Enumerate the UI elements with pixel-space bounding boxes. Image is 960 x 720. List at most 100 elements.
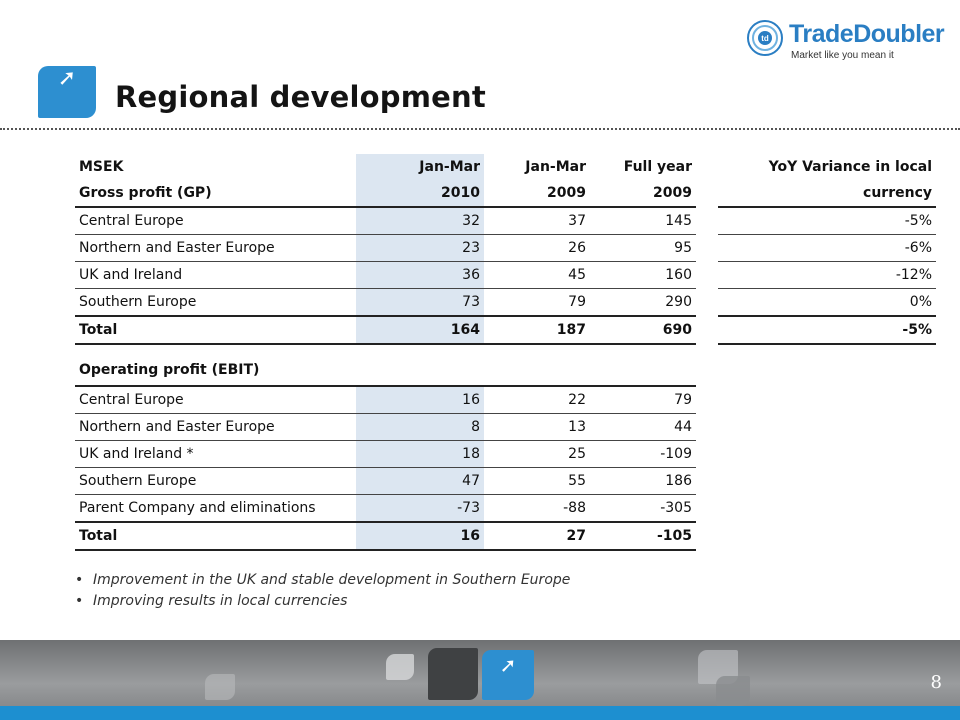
decorative-tile <box>428 648 478 700</box>
cell-value: 16 <box>356 386 484 414</box>
table-header-cell: 2009 <box>484 180 590 208</box>
table-row: Central Europe 16 22 79 <box>75 386 696 414</box>
table-header-cell: YoY Variance in local <box>768 159 932 175</box>
row-label: UK and Ireland * <box>75 440 356 468</box>
bullet-item: Improving results in local currencies <box>75 591 570 612</box>
table-row: -6% <box>718 234 936 262</box>
divider <box>0 128 960 130</box>
table-header-cell: Jan-Mar <box>356 154 484 180</box>
table-header-cell: 2009 <box>590 180 696 208</box>
bullet-item: Improvement in the UK and stable develop… <box>75 570 570 591</box>
decorative-tile <box>205 674 235 700</box>
cell-value: 25 <box>484 440 590 468</box>
table-row: -5% <box>718 207 936 235</box>
cell-value: 16 <box>356 522 484 551</box>
cell-value: -105 <box>590 522 696 551</box>
row-label: Northern and Easter Europe <box>75 413 356 441</box>
cell-value: 36 <box>356 261 484 289</box>
cell-value: 79 <box>590 386 696 414</box>
logo-brand: TradeDoubler <box>789 20 945 48</box>
cell-value: 13 <box>484 413 590 441</box>
table-row: 0% <box>718 288 936 317</box>
table-row: Northern and Easter Europe 23 26 95 <box>75 234 696 262</box>
table-row: Central Europe 32 37 145 <box>75 207 696 235</box>
cell-value: 45 <box>484 261 590 289</box>
cell-value: 27 <box>484 522 590 551</box>
logo-mark-icon: td <box>747 20 783 56</box>
table-header-cell <box>484 355 590 387</box>
cell-value: 47 <box>356 467 484 495</box>
table-header-cell: Operating profit (EBIT) <box>75 355 356 387</box>
table-row: UK and Ireland * 18 25 -109 <box>75 440 696 468</box>
cell-value: 0% <box>718 288 936 317</box>
total-row: Total 16 27 -105 <box>75 522 696 551</box>
row-label: UK and Ireland <box>75 261 356 289</box>
cell-value: 160 <box>590 261 696 289</box>
cell-value: -73 <box>356 494 484 523</box>
cell-value: 37 <box>484 207 590 235</box>
logo-tagline: Market like you mean it <box>791 50 894 61</box>
row-label: Central Europe <box>75 207 356 235</box>
cell-value: 22 <box>484 386 590 414</box>
logo-badge: td <box>761 34 769 43</box>
decorative-tile: ➚ <box>482 650 534 700</box>
table-row: Northern and Easter Europe 8 13 44 <box>75 413 696 441</box>
cell-value: -305 <box>590 494 696 523</box>
yoy-variance-table: YoY Variance in local currency -5% -6% -… <box>718 154 936 345</box>
cell-value: -88 <box>484 494 590 523</box>
cell-value: 145 <box>590 207 696 235</box>
arrow-up-right-icon: ➚ <box>499 653 517 677</box>
table-row: Parent Company and eliminations -73 -88 … <box>75 494 696 523</box>
cell-value: 290 <box>590 288 696 317</box>
table-header-row: Gross profit (GP) 2010 2009 2009 <box>75 180 696 208</box>
cell-value: 187 <box>484 316 590 345</box>
table-header-row: YoY Variance in local <box>718 154 936 180</box>
table-header-row: currency <box>718 180 936 208</box>
table-header-cell: Full year <box>623 159 692 175</box>
cell-value: 32 <box>356 207 484 235</box>
title-tile: ➚ <box>38 66 96 118</box>
table-header-cell <box>590 355 696 387</box>
cell-value: 186 <box>590 467 696 495</box>
row-label: Parent Company and eliminations <box>75 494 356 523</box>
table-row: -12% <box>718 261 936 289</box>
cell-value: 23 <box>356 234 484 262</box>
table-row: Southern Europe 73 79 290 <box>75 288 696 317</box>
row-label: Total <box>75 522 356 551</box>
cell-value: 164 <box>356 316 484 345</box>
cell-value: 26 <box>484 234 590 262</box>
table-header-cell: 2010 <box>356 180 484 208</box>
page-number: 8 <box>930 672 942 693</box>
table-header-cell: MSEK <box>79 159 124 175</box>
logo: td TradeDoubler Market like you mean it <box>745 18 945 66</box>
bullet-list: Improvement in the UK and stable develop… <box>75 570 570 612</box>
gross-profit-table: MSEK Jan-Mar Jan-Mar Full year Gross pro… <box>75 154 696 345</box>
table-header-cell: Gross profit (GP) <box>75 180 356 208</box>
table-header-cell: Jan-Mar <box>525 159 586 175</box>
footer-accent-bar <box>0 706 960 720</box>
table-header-cell <box>356 355 484 387</box>
cell-value: -5% <box>718 316 936 345</box>
total-row: Total 164 187 690 <box>75 316 696 345</box>
operating-profit-table: Operating profit (EBIT) Central Europe 1… <box>75 355 696 551</box>
cell-value: 73 <box>356 288 484 317</box>
row-label: Total <box>75 316 356 345</box>
cell-value: 8 <box>356 413 484 441</box>
row-label: Northern and Easter Europe <box>75 234 356 262</box>
cell-value: 95 <box>590 234 696 262</box>
cell-value: 79 <box>484 288 590 317</box>
row-label: Central Europe <box>75 386 356 414</box>
table-header-row: MSEK Jan-Mar Jan-Mar Full year <box>75 154 696 180</box>
cell-value: 18 <box>356 440 484 468</box>
row-label: Southern Europe <box>75 288 356 317</box>
decorative-tile <box>716 676 750 706</box>
page-title: Regional development <box>115 80 486 114</box>
cell-value: -109 <box>590 440 696 468</box>
arrow-up-right-icon: ➚ <box>57 66 77 91</box>
cell-value: -5% <box>718 207 936 235</box>
table-row: UK and Ireland 36 45 160 <box>75 261 696 289</box>
total-row: -5% <box>718 316 936 345</box>
decorative-tile <box>386 654 414 680</box>
cell-value: 44 <box>590 413 696 441</box>
row-label: Southern Europe <box>75 467 356 495</box>
